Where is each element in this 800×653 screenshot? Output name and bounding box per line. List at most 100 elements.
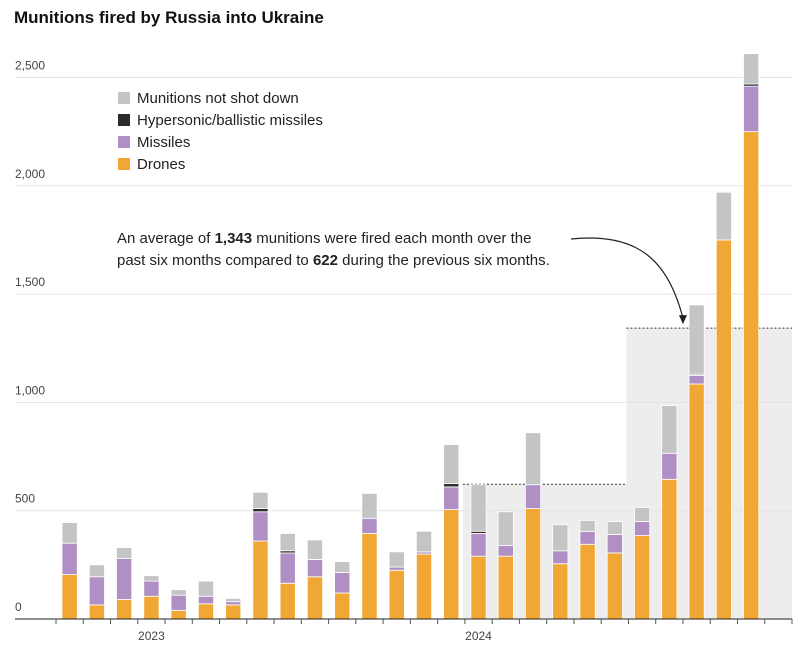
- bar-segment: [279, 582, 296, 620]
- x-tick-label: 2024: [465, 629, 492, 643]
- y-tick-label: 2,500: [15, 58, 45, 72]
- bar-segment: [443, 486, 460, 511]
- y-tick-label: 500: [15, 492, 35, 506]
- bar-segment: [688, 304, 705, 375]
- bar-segment: [225, 598, 242, 603]
- bar-segment: [579, 520, 596, 532]
- bar-segment: [743, 131, 760, 620]
- legend-swatch: [118, 92, 130, 104]
- bar-segment: [116, 599, 133, 620]
- bar-segment: [116, 557, 133, 600]
- bar-segment: [634, 521, 651, 537]
- legend-swatch: [118, 114, 130, 126]
- bar-segment: [306, 559, 323, 578]
- bar-segment: [579, 530, 596, 545]
- bar-segment: [525, 484, 542, 509]
- y-tick-label: 1,500: [15, 275, 45, 289]
- y-tick-label: 1,000: [15, 383, 45, 397]
- x-tick-label: 2023: [138, 629, 165, 643]
- legend-label: Missiles: [137, 134, 190, 151]
- bar-segment: [252, 491, 269, 509]
- bar-segment: [88, 604, 105, 620]
- bar-segment: [552, 524, 569, 552]
- bar-segment: [197, 580, 214, 597]
- bar-segment: [470, 555, 487, 620]
- bar-segment: [225, 601, 242, 606]
- bar-segment: [252, 508, 269, 513]
- bar-segment: [661, 405, 678, 454]
- bar-segment: [143, 595, 160, 620]
- bar-segment: [334, 592, 351, 620]
- bar-segment: [306, 539, 323, 560]
- bar-segment: [579, 543, 596, 620]
- bar-segment: [61, 542, 78, 575]
- bar-segment: [361, 517, 378, 534]
- bar-segment: [279, 552, 296, 584]
- bar-segment: [415, 530, 433, 553]
- bar-segment: [361, 492, 378, 519]
- legend-swatch: [118, 158, 130, 170]
- bar-segment: [88, 564, 105, 578]
- recent-shading: [626, 328, 792, 619]
- bar-segment: [688, 374, 705, 385]
- bar-segment: [334, 561, 351, 573]
- bar-segment: [743, 53, 760, 85]
- bar-segment: [606, 552, 623, 620]
- bar-segment: [443, 509, 460, 620]
- bar-segment: [688, 383, 705, 620]
- bar-segment: [361, 533, 378, 620]
- bar-segment: [143, 580, 160, 597]
- bar-segment: [170, 609, 187, 620]
- legend: Munitions not shot down Hypersonic/ballis…: [118, 90, 323, 173]
- annotation-line-1: An average of 1,343 munitions were fired…: [117, 230, 531, 247]
- y-tick-label: 0: [15, 600, 22, 614]
- bar-segment: [443, 444, 460, 485]
- bar-segment: [334, 572, 351, 594]
- bar-segment: [252, 540, 269, 620]
- bar-segment: [197, 603, 214, 620]
- bar-segment: [61, 522, 78, 544]
- annotation-arrowhead: [678, 315, 687, 325]
- chart-title: Munitions fired by Russia into Ukraine: [14, 8, 324, 27]
- bar-segment: [116, 547, 133, 559]
- annotation: An average of 1,343 munitions were fired…: [117, 230, 687, 325]
- bar-segment: [225, 604, 242, 620]
- legend-label: Drones: [137, 156, 185, 173]
- bar-segment: [743, 85, 760, 133]
- annotation-arrow: [570, 237, 684, 319]
- bar-segment: [279, 533, 296, 552]
- bar-segment: [388, 569, 405, 620]
- bar-segment: [715, 191, 732, 241]
- bar-segment: [388, 551, 405, 568]
- bar-segment: [497, 544, 514, 557]
- bar-segment: [170, 594, 187, 611]
- bar-segment: [306, 576, 323, 620]
- bar-segment: [197, 595, 214, 605]
- bar-segment: [634, 507, 651, 522]
- bar-segment: [497, 511, 514, 546]
- bar-segment: [525, 508, 542, 620]
- bar-segment: [661, 452, 678, 480]
- bar-segment: [606, 534, 623, 554]
- bar-segment: [470, 484, 487, 532]
- bar-segment: [415, 553, 433, 620]
- previous-shading: [462, 484, 631, 619]
- bar-segment: [552, 550, 569, 565]
- legend-label: Hypersonic/ballistic missiles: [137, 112, 323, 129]
- bar-segment: [252, 511, 269, 542]
- bar-segment: [170, 589, 187, 596]
- bar-segment: [715, 239, 732, 620]
- axes-layer: 0 500 1,000 1,500 2,000 2,500 2023 2024: [15, 58, 793, 643]
- bar-segment: [634, 535, 651, 620]
- y-tick-label: 2,000: [15, 167, 45, 181]
- bar-segment: [497, 555, 514, 620]
- legend-label: Munitions not shot down: [137, 90, 299, 107]
- bar-segment: [143, 575, 160, 582]
- bars-layer: [61, 53, 760, 620]
- bar-segment: [606, 521, 623, 535]
- bar-segment: [88, 576, 105, 606]
- bar-segment: [470, 533, 487, 557]
- average-shading-layer: [462, 327, 792, 619]
